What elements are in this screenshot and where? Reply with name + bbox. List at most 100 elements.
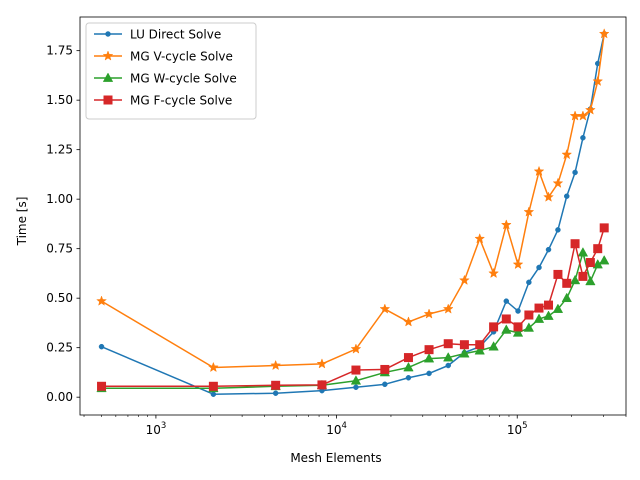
y-tick-label: 1.25	[46, 143, 73, 157]
y-tick-label: 1.75	[46, 44, 73, 58]
data-point	[533, 165, 545, 177]
data-point	[423, 353, 435, 363]
legend-item: MG F-cycle Solve	[94, 94, 232, 108]
data-point	[543, 191, 554, 202]
data-point	[500, 219, 512, 230]
data-point	[379, 303, 391, 314]
data-point	[534, 303, 544, 313]
data-point	[96, 295, 107, 306]
data-point	[459, 340, 469, 350]
data-point	[443, 339, 453, 349]
data-point	[474, 345, 485, 355]
data-point	[552, 177, 564, 188]
x-axis-title: Mesh Elements	[290, 451, 381, 465]
y-tick-label: 1.50	[46, 93, 73, 107]
legend-label: LU Direct Solve	[130, 28, 221, 42]
data-point	[555, 227, 561, 233]
y-tick-label: 1.00	[46, 192, 73, 206]
axes-layer: 0.00 0.25 0.50 0.75 1.00 1.25 1.50 1.75 103 104 10…	[46, 16, 627, 437]
x-tick-label: 104	[326, 421, 347, 437]
data-point	[380, 364, 390, 374]
data-point	[426, 370, 432, 377]
legend-box	[85, 22, 257, 120]
data-point	[501, 324, 512, 334]
data-point	[533, 313, 545, 323]
legend-item: MG W-cycle Solve	[94, 72, 237, 86]
data-point	[570, 239, 580, 249]
data-point	[569, 274, 581, 285]
data-point	[270, 359, 282, 371]
data-point	[272, 390, 279, 396]
series-line	[101, 227, 605, 388]
data-point	[599, 223, 609, 233]
data-point	[403, 361, 414, 372]
data-point	[543, 310, 554, 320]
data-point	[405, 375, 412, 381]
series-2	[96, 28, 610, 373]
legend-item: MG V-cycle Solve	[94, 50, 233, 64]
legend: LU Direct Solve MG V-cycle Solve MG W-cycl…	[85, 22, 257, 120]
data-point	[599, 255, 610, 265]
data-point	[403, 316, 414, 327]
data-point	[489, 322, 499, 332]
data-point	[515, 308, 521, 314]
data-point	[572, 169, 578, 176]
data-point	[592, 75, 604, 86]
data-point	[544, 300, 554, 310]
axes-frame	[79, 16, 627, 416]
data-point	[459, 348, 470, 358]
data-point	[501, 314, 511, 324]
legend-label: MG V-cycle Solve	[130, 50, 233, 64]
series-layer	[96, 28, 610, 397]
data-point	[442, 303, 454, 314]
legend-item: LU Direct Solve	[94, 28, 221, 42]
data-point	[271, 380, 281, 390]
data-point	[210, 391, 217, 397]
data-point	[317, 380, 327, 390]
data-point	[561, 292, 572, 303]
data-point	[585, 258, 595, 268]
x-tick-label: 103	[146, 421, 167, 437]
data-point	[445, 362, 451, 369]
data-point	[488, 267, 500, 279]
data-point	[552, 303, 564, 313]
data-point	[545, 246, 552, 253]
data-point	[316, 358, 328, 369]
data-point	[474, 233, 486, 244]
data-point	[98, 343, 105, 350]
data-point	[526, 279, 532, 286]
data-point	[458, 274, 470, 285]
data-point	[424, 345, 434, 355]
data-point	[488, 341, 499, 351]
legend-marker	[103, 95, 113, 105]
data-point	[207, 361, 219, 373]
data-point	[580, 135, 586, 141]
data-point	[523, 322, 535, 332]
data-point	[503, 298, 510, 304]
data-point	[553, 269, 563, 279]
data-point	[208, 381, 218, 391]
data-point	[577, 110, 589, 121]
legend-label: MG W-cycle Solve	[130, 72, 237, 86]
data-point	[564, 193, 570, 199]
data-point	[382, 381, 388, 388]
legend-marker	[105, 31, 111, 37]
series-line	[101, 251, 605, 390]
data-point	[350, 343, 362, 354]
data-point	[577, 247, 589, 257]
y-tick-label: 0.25	[46, 341, 73, 355]
series-3	[96, 247, 610, 393]
data-point	[475, 340, 485, 350]
data-point	[512, 258, 524, 270]
data-point	[523, 206, 535, 217]
data-point	[350, 375, 362, 385]
data-point	[578, 271, 588, 281]
series-4	[97, 223, 609, 391]
x-tick-label: 105	[507, 421, 528, 437]
data-point	[562, 278, 572, 288]
data-point	[524, 310, 534, 320]
data-point	[536, 264, 542, 271]
data-point	[513, 322, 523, 332]
data-point	[423, 308, 435, 319]
legend-marker	[102, 72, 114, 82]
